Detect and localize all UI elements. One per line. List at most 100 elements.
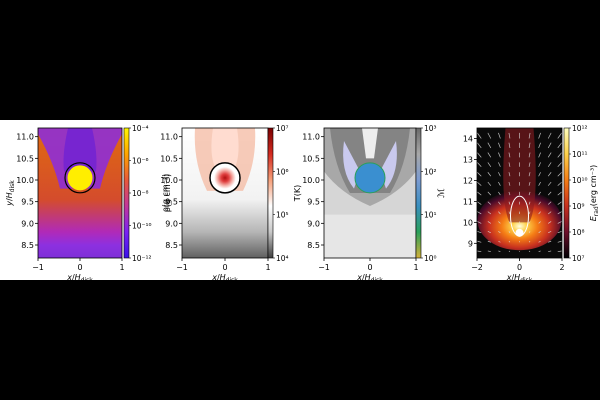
colorbar-tick-label: 10⁰ xyxy=(424,254,437,263)
velocity-arrow xyxy=(477,152,482,158)
x-axis-label: x/Hdisk xyxy=(211,273,238,280)
velocity-arrow xyxy=(557,152,562,158)
velocity-arrow xyxy=(557,162,562,168)
velocity-arrow xyxy=(538,231,541,234)
velocity-arrow xyxy=(528,240,531,243)
inner-channel xyxy=(362,128,378,159)
velocity-arrow xyxy=(498,172,501,177)
velocity-arrow xyxy=(528,231,531,234)
velocity-arrow xyxy=(547,181,552,186)
velocity-arrow xyxy=(508,172,511,177)
density-label: ρ(g cm⁻³) xyxy=(161,174,170,213)
velocity-arrow xyxy=(498,152,501,158)
y-tick-label: 14 xyxy=(463,134,473,143)
colorbar-tick-label: 10⁻⁴ xyxy=(132,124,149,133)
figure: −101x/Hdisk8.59.09.510.010.511.0y/Hdisk1… xyxy=(0,120,600,284)
hot-body xyxy=(515,228,524,237)
velocity-arrow xyxy=(528,142,531,148)
y-tick-label: 11 xyxy=(463,197,473,206)
colorbar xyxy=(123,127,130,259)
inner-lobe xyxy=(63,128,97,172)
colorbar-tick-label: 10⁻⁸ xyxy=(132,189,149,198)
velocity-arrow xyxy=(498,201,501,205)
velocity-arrow xyxy=(528,211,531,215)
velocity-arrow xyxy=(538,201,541,205)
colorbar-tick-label: 10⁻¹² xyxy=(132,254,152,263)
x-tick-label: −1 xyxy=(318,263,330,272)
y-tick-label: 8.5 xyxy=(21,241,34,250)
velocity-arrow xyxy=(528,201,531,205)
velocity-arrow xyxy=(508,240,511,243)
x-axis-label: x/Hdisk xyxy=(356,273,383,280)
y-tick-label: 10.0 xyxy=(16,176,34,185)
colorbar-tick-label: 10⁴ xyxy=(276,254,289,263)
colorbar xyxy=(563,127,570,259)
velocity-arrow xyxy=(538,221,541,224)
colorbar-tick-label: 10⁹ xyxy=(572,202,585,211)
x-tick-label: 1 xyxy=(413,263,418,272)
velocity-arrow xyxy=(557,132,562,139)
velocity-arrow xyxy=(508,181,511,186)
lower-region xyxy=(324,214,416,258)
velocity-arrow xyxy=(528,181,531,186)
velocity-arrow xyxy=(487,162,492,167)
velocity-arrow xyxy=(498,240,501,243)
plot-area xyxy=(38,128,122,258)
colorbar-tick-label: 10⁷ xyxy=(572,254,585,263)
velocity-arrow xyxy=(557,250,562,253)
velocity-arrow xyxy=(538,250,541,253)
velocity-arrow xyxy=(487,172,492,177)
velocity-arrow xyxy=(528,162,531,167)
y-tick-label: 10.0 xyxy=(302,176,320,185)
velocity-arrow xyxy=(528,250,531,252)
velocity-arrow xyxy=(528,191,531,196)
velocity-arrow xyxy=(548,250,552,253)
y-tick-label: 11.0 xyxy=(16,133,34,142)
colorbar-tick-label: 10¹⁰ xyxy=(572,176,588,185)
y-tick-label: 9.0 xyxy=(165,219,178,228)
velocity-arrow xyxy=(538,132,541,139)
velocity-arrow xyxy=(508,132,511,139)
velocity-arrow xyxy=(477,211,482,215)
y-tick-label: 13 xyxy=(463,155,473,164)
velocity-arrow xyxy=(547,191,552,196)
velocity-arrow xyxy=(498,211,501,215)
colorbar-tick-label: 10¹ xyxy=(424,211,437,220)
x-tick-label: 0 xyxy=(517,263,522,272)
dense-body xyxy=(67,165,93,191)
velocity-arrow xyxy=(508,142,511,148)
velocity-arrow xyxy=(487,181,492,186)
velocity-arrow xyxy=(498,132,501,139)
velocity-arrow xyxy=(547,142,552,149)
y-tick-label: 9 xyxy=(468,239,473,248)
x-tick-label: 1 xyxy=(119,263,124,272)
panel-Mach: −1 0 1 x/Hdisk 8.5 9.0 9.5 10.0 10.5 11.0 10³ 10² 10… xyxy=(302,124,447,284)
velocity-arrow xyxy=(528,152,531,158)
velocity-arrow xyxy=(487,191,492,196)
velocity-arrow xyxy=(498,250,501,253)
panel-E_rad: −2 0 2 x/Hdisk 9 10 11 12 13 14 10¹² 10¹¹ 10¹⁰ 10⁹ 10⁸… xyxy=(463,124,600,284)
velocity-arrow xyxy=(547,152,552,158)
velocity-arrow xyxy=(557,201,562,205)
velocity-arrow xyxy=(538,162,541,167)
velocity-arrow xyxy=(547,132,552,139)
velocity-arrow xyxy=(508,152,511,158)
velocity-arrow xyxy=(557,240,562,243)
colorbar-tick-label: 10⁻¹⁰ xyxy=(132,222,152,231)
colorbar xyxy=(267,127,274,259)
x-tick-label: 0 xyxy=(222,263,227,272)
velocity-arrow xyxy=(487,221,492,224)
velocity-arrow xyxy=(487,211,492,215)
y-tick-label: 9.5 xyxy=(165,198,178,207)
velocity-arrow xyxy=(477,171,482,177)
velocity-arrow xyxy=(538,240,541,243)
velocity-arrow xyxy=(477,240,482,243)
y-tick-label: 10 xyxy=(463,218,473,227)
velocity-arrow xyxy=(547,211,552,215)
plot-area xyxy=(324,128,416,258)
y-tick-label: 10.5 xyxy=(16,154,34,163)
y-tick-label: 9.5 xyxy=(21,198,34,207)
velocity-arrow xyxy=(557,171,562,177)
velocity-arrow xyxy=(487,152,492,158)
y-tick-label: 10.0 xyxy=(160,176,178,185)
